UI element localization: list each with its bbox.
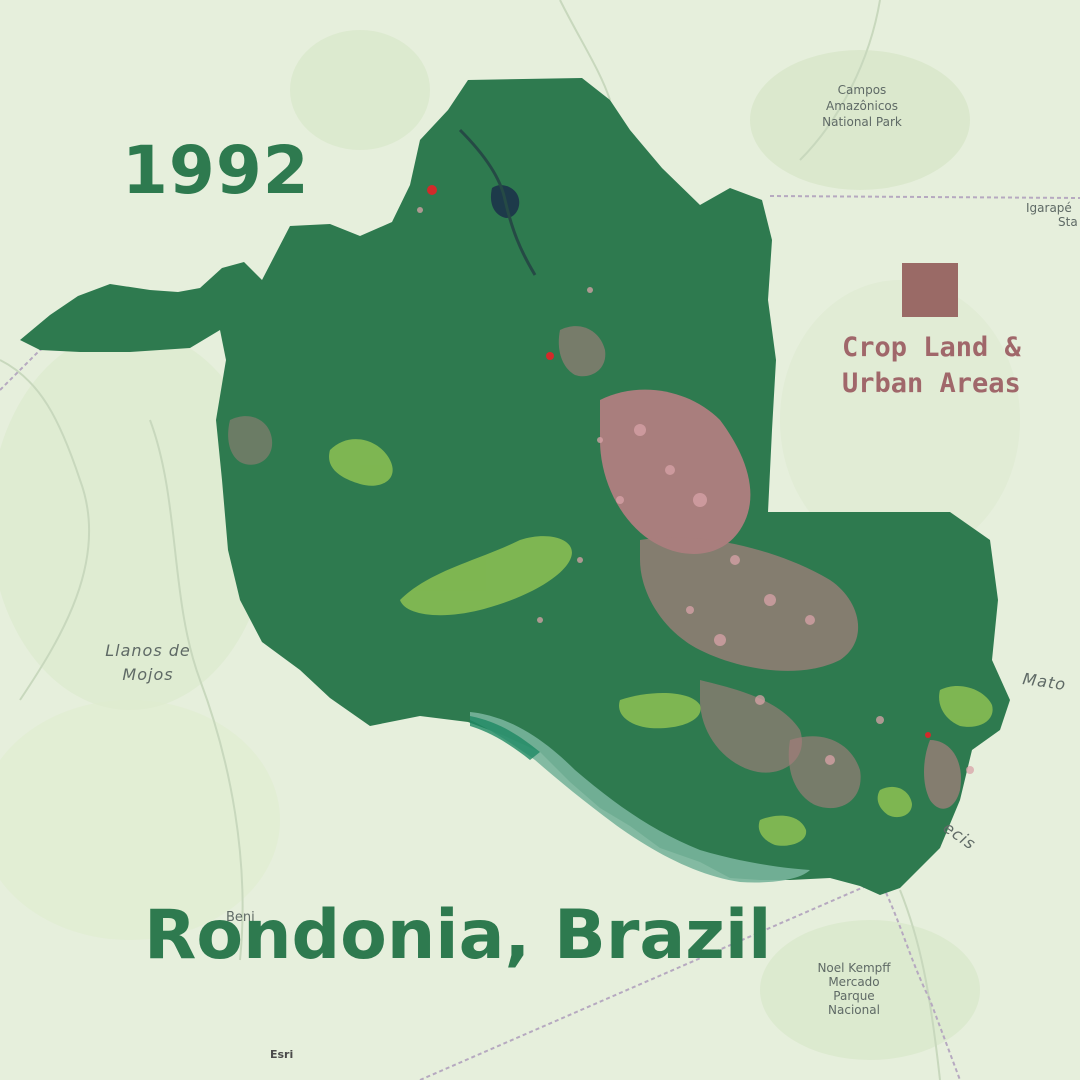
- legend-swatch-cropland: [902, 263, 958, 317]
- legend-label-cropland: Crop Land & Urban Areas: [842, 330, 1062, 402]
- grassland-patches: [329, 439, 993, 846]
- river-channel: [458, 128, 537, 276]
- beni-label: Beni: [226, 910, 255, 925]
- legend-label-line1: Crop Land &: [842, 332, 1021, 363]
- cropland-speckle: [417, 207, 974, 774]
- cecis-label: ecis: [940, 818, 980, 854]
- wetland-edge: [470, 716, 540, 760]
- park-label-line1: Campos: [838, 83, 887, 97]
- legend-label-line2: Urban Areas: [842, 368, 1021, 399]
- park-label-line3: National Park: [822, 115, 902, 129]
- llanos-label-line1: Llanos de: [105, 641, 191, 660]
- attribution-text: Esri: [270, 1048, 294, 1061]
- basemap-rivers: [0, 0, 941, 1080]
- noel-label-line4: Nacional: [828, 1003, 880, 1017]
- mato-label: Mato: [1021, 669, 1067, 694]
- park-label-line2: Amazônicos: [826, 99, 898, 113]
- igarape-sub-label: Sta: [1058, 215, 1078, 229]
- state-title: Rondonia, Brazil: [144, 896, 772, 975]
- igarape-label: Igarapé: [1026, 201, 1072, 215]
- terrain-shading: [0, 30, 1020, 1060]
- noel-label-line1: Noel Kempff: [817, 961, 891, 975]
- wetland-band: [470, 712, 810, 883]
- noel-label-line2: Mercado: [828, 975, 879, 989]
- noel-label-line3: Parque: [833, 989, 874, 1003]
- year-label: 1992: [122, 132, 310, 209]
- rondonia-forest-area: [20, 78, 1010, 895]
- llanos-label-line2: Mojos: [122, 665, 173, 684]
- urban-areas: [427, 185, 931, 738]
